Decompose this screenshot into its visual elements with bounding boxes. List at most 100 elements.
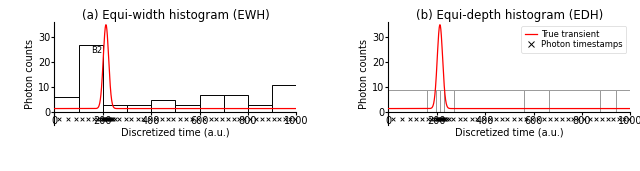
Point [388, 117, 398, 120]
Bar [272, 85, 296, 112]
Legend: True transient, Photon timestamps: True transient, Photon timestamps [521, 26, 626, 53]
Point [437, 117, 447, 120]
Bar [103, 105, 127, 112]
Point [83, 117, 93, 120]
X-axis label: Discretized time (a.u.): Discretized time (a.u.) [455, 128, 564, 138]
Point [438, 117, 448, 120]
Bar [600, 90, 616, 112]
Point [573, 117, 584, 120]
Point [274, 117, 284, 120]
Point [515, 117, 525, 120]
Point [608, 117, 618, 120]
Point [132, 117, 143, 120]
Point [193, 117, 203, 120]
Point [509, 117, 519, 120]
Bar [427, 90, 436, 112]
Point [217, 117, 227, 120]
Point [614, 117, 624, 120]
Point [97, 117, 107, 120]
Point [431, 117, 442, 120]
Point [106, 117, 116, 120]
Point [138, 117, 148, 120]
Point [245, 117, 255, 120]
Point [467, 117, 477, 120]
Point [438, 117, 449, 120]
Point [257, 117, 267, 120]
Point [108, 117, 118, 120]
Point [187, 117, 197, 120]
Bar [54, 97, 79, 112]
Point [397, 117, 407, 120]
Bar [524, 90, 549, 112]
Point [285, 117, 295, 120]
Point [444, 117, 454, 120]
Bar [616, 90, 630, 112]
Bar [440, 90, 444, 112]
Point [106, 117, 116, 120]
Point [442, 117, 452, 120]
Point [175, 117, 185, 120]
Point [596, 117, 607, 120]
Point [440, 117, 451, 120]
Bar [454, 90, 524, 112]
Title: (b) Equi-depth histogram (EDH): (b) Equi-depth histogram (EDH) [416, 9, 603, 22]
Point [280, 117, 290, 120]
Point [70, 117, 81, 120]
Point [99, 117, 109, 120]
Point [533, 117, 543, 120]
Point [579, 117, 589, 120]
Point [99, 117, 109, 120]
Point [104, 117, 114, 120]
Point [163, 117, 173, 120]
Point [229, 117, 239, 120]
Point [551, 117, 561, 120]
Point [568, 117, 578, 120]
Point [411, 117, 421, 120]
Point [521, 117, 531, 120]
Point [157, 117, 167, 120]
Bar [79, 45, 103, 112]
Y-axis label: Photon counts: Photon counts [25, 38, 35, 109]
Point [181, 117, 191, 120]
Point [436, 117, 446, 120]
Point [269, 117, 279, 120]
Point [491, 117, 501, 120]
Point [479, 117, 489, 120]
Y-axis label: Photon counts: Photon counts [359, 38, 369, 109]
Bar [436, 90, 440, 112]
Point [440, 117, 450, 120]
Bar [224, 95, 248, 112]
Point [435, 117, 445, 120]
Point [110, 117, 120, 120]
Point [484, 117, 495, 120]
Point [100, 117, 110, 120]
Point [563, 117, 573, 120]
Point [433, 117, 443, 120]
Point [540, 117, 550, 120]
Point [472, 117, 483, 120]
Point [434, 117, 444, 120]
Point [460, 117, 470, 120]
Point [104, 117, 115, 120]
Title: (a) Equi-width histogram (EWH): (a) Equi-width histogram (EWH) [81, 9, 269, 22]
Point [88, 117, 99, 120]
Point [95, 117, 105, 120]
Point [114, 117, 124, 120]
Point [591, 117, 601, 120]
Point [145, 117, 155, 120]
Point [454, 117, 465, 120]
Bar [248, 105, 272, 112]
Point [205, 117, 216, 120]
Bar [388, 90, 427, 112]
X-axis label: Discretized time (a.u.): Discretized time (a.u.) [121, 128, 230, 138]
Text: B2: B2 [91, 46, 102, 55]
Point [211, 117, 221, 120]
Point [234, 117, 244, 120]
Point [121, 117, 131, 120]
Point [101, 117, 111, 120]
Point [54, 117, 64, 120]
Point [98, 117, 108, 120]
Point [557, 117, 567, 120]
Point [545, 117, 555, 120]
Point [239, 117, 250, 120]
